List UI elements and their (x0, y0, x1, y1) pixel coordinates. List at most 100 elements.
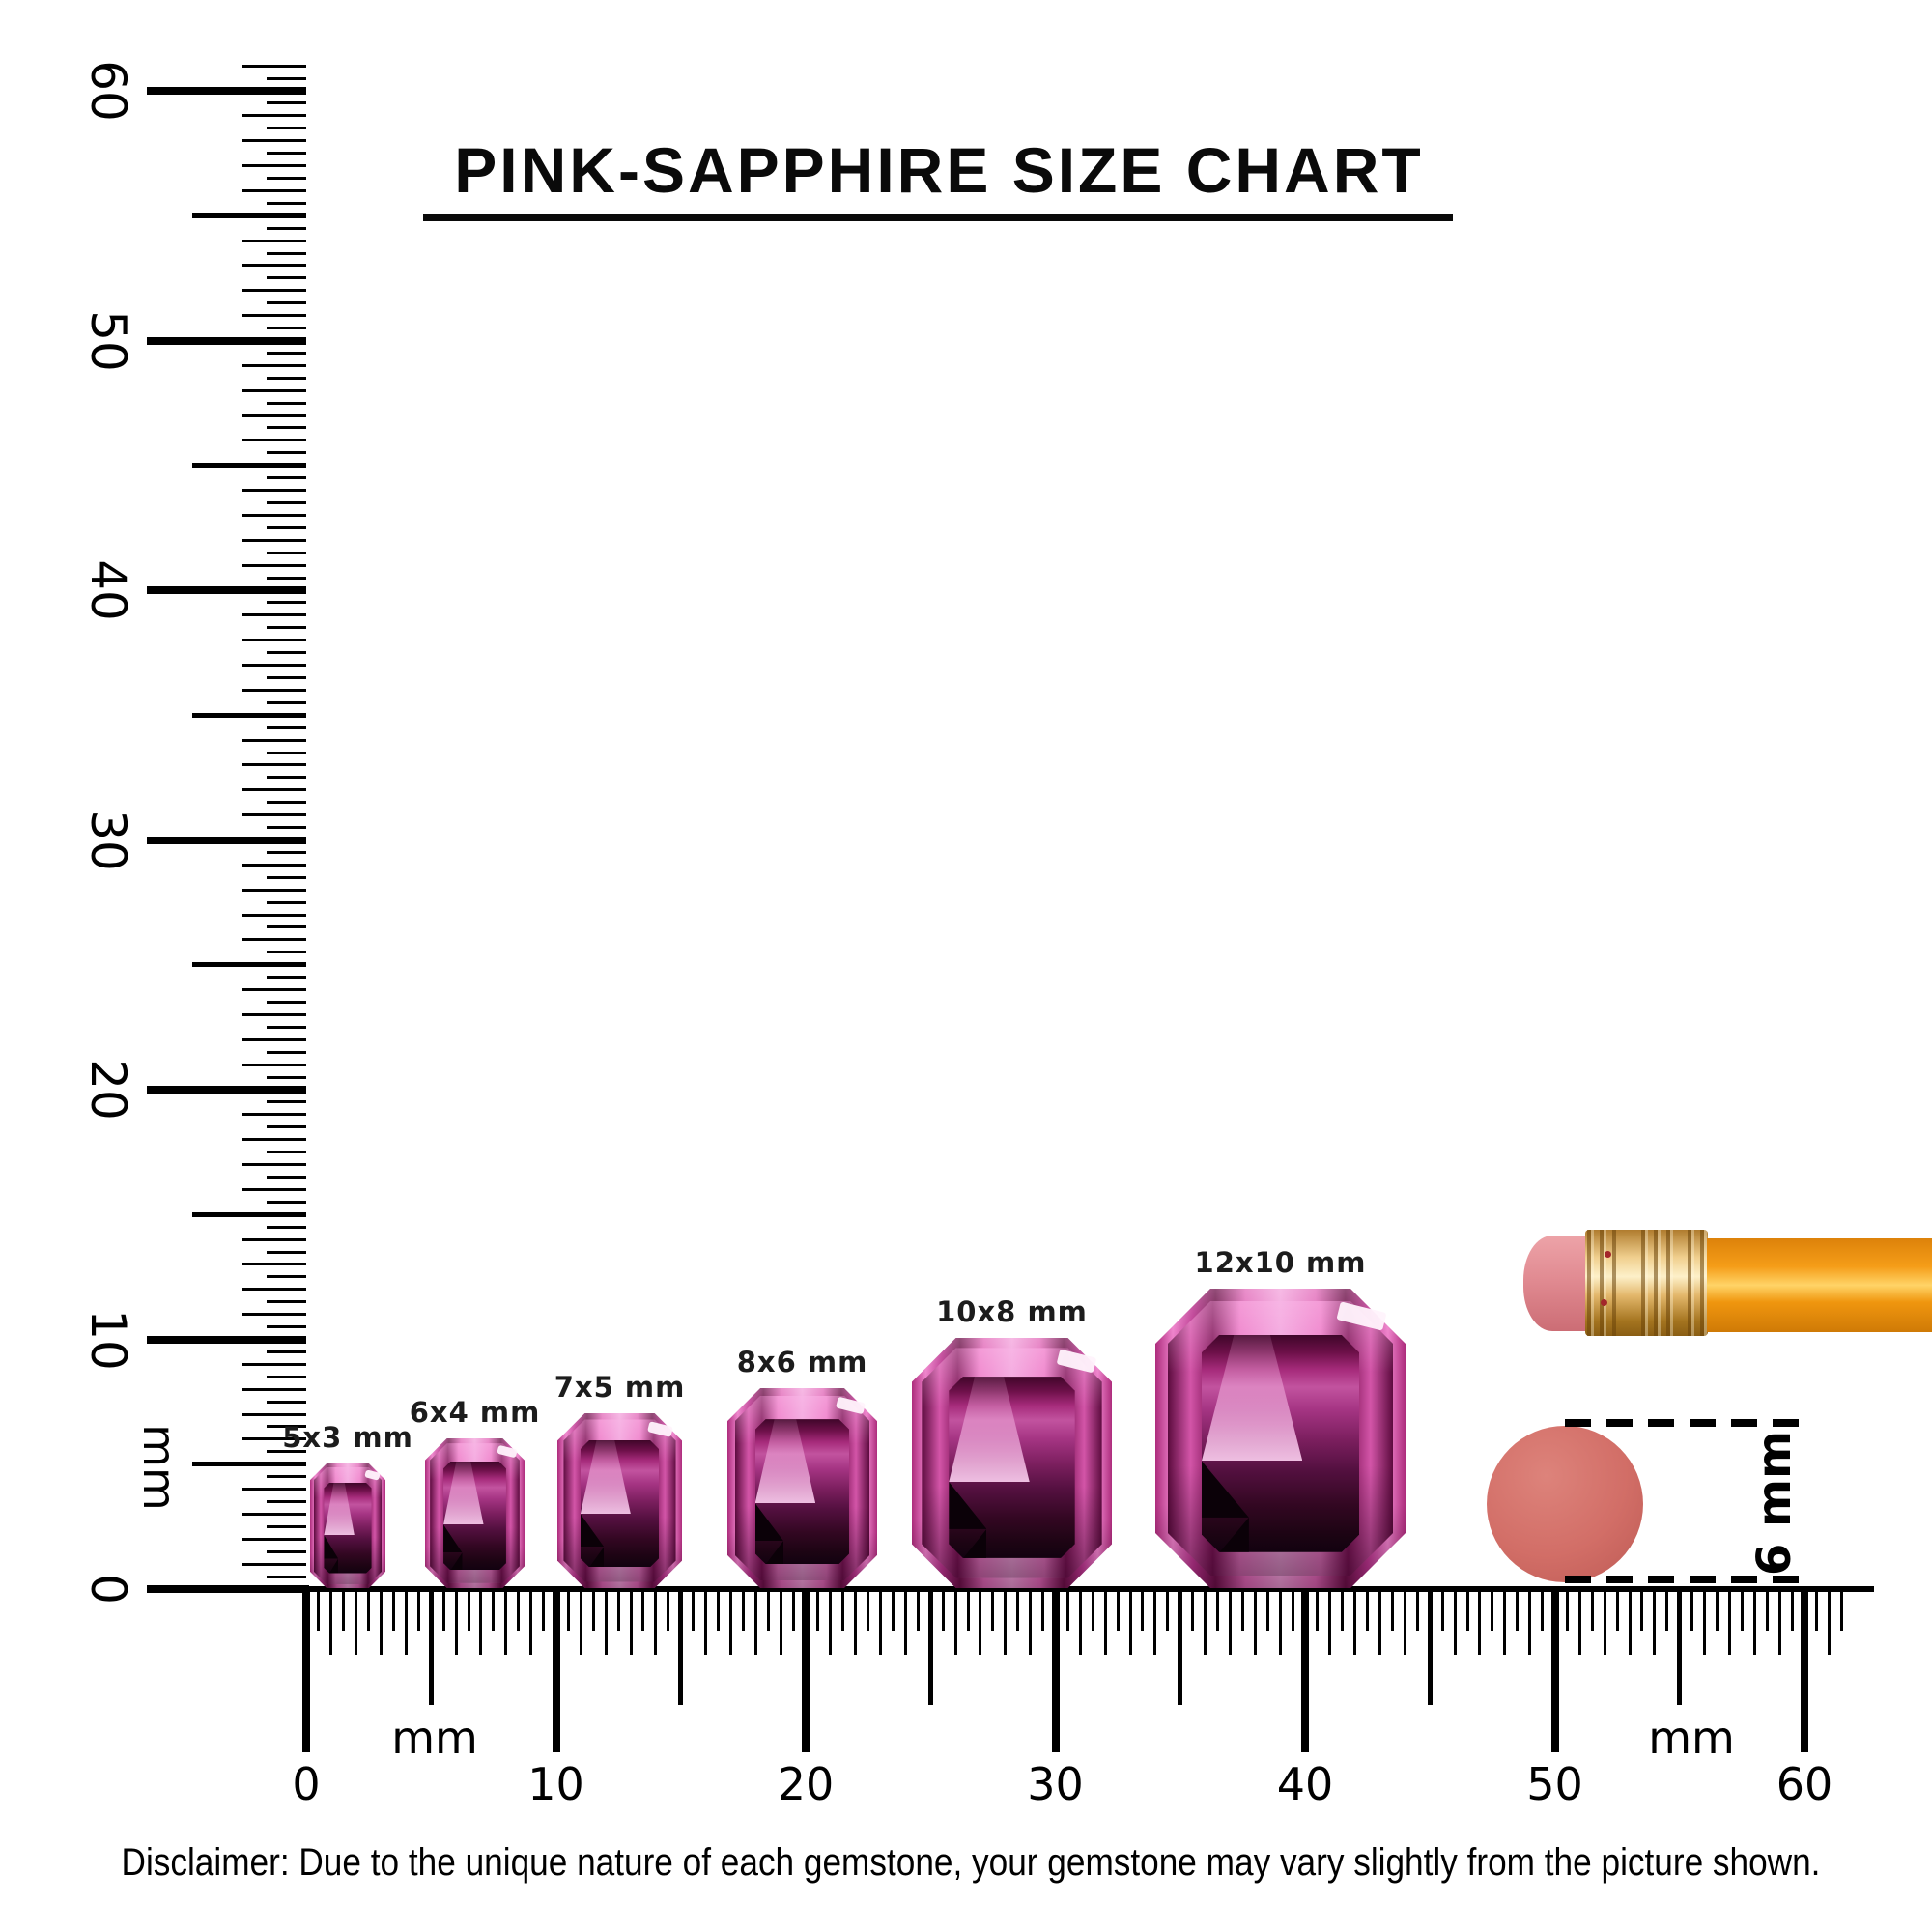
vertical-ruler-number: 0 (80, 1574, 136, 1605)
ruler-tick (267, 1125, 306, 1129)
ruler-tick (1550, 1592, 1559, 1752)
ruler-tick (654, 1592, 658, 1655)
ruler-tick (242, 688, 306, 692)
ruler-tick (1116, 1592, 1120, 1631)
ruler-tick (267, 1350, 306, 1353)
ruler-tick (267, 951, 306, 954)
ruler-tick (367, 1592, 371, 1631)
ruler-tick (242, 639, 306, 642)
ruler-tick (242, 139, 306, 143)
ruler-tick (267, 1225, 306, 1229)
ruler-tick (903, 1592, 907, 1655)
gem-size-label: 12x10 mm (1194, 1246, 1367, 1279)
ruler-tick (267, 1151, 306, 1154)
ferrule-crimp-dot (1605, 1251, 1611, 1258)
ruler-tick (267, 751, 306, 754)
ruler-tick (1191, 1592, 1195, 1631)
ruler-tick (242, 289, 306, 293)
ruler-tick (147, 836, 306, 844)
ruler-tick (1840, 1592, 1844, 1631)
ruler-tick (1291, 1592, 1294, 1631)
gem-reflection-column (754, 1419, 816, 1504)
ruler-tick (1415, 1592, 1419, 1631)
ruler-tick (242, 388, 306, 392)
disclaimer-text: Disclaimer: Due to the unique nature of … (121, 1841, 1821, 1884)
ruler-tick (1565, 1592, 1569, 1631)
ruler-tick (267, 900, 306, 904)
horizontal-ruler-number: 10 (527, 1758, 584, 1810)
ruler-tick (242, 613, 306, 617)
gem-shadow-wedge-left (1201, 1461, 1249, 1518)
gem-reflection-column (1201, 1335, 1303, 1462)
gem-size-label: 8x6 mm (736, 1346, 868, 1378)
measurement-dash-bottom (1565, 1576, 1803, 1583)
ruler-tick (242, 913, 306, 917)
ruler-tick (1316, 1592, 1320, 1631)
ruler-tick (1378, 1592, 1382, 1655)
gemstone-12x10mm (1155, 1289, 1406, 1588)
ruler-tick (1665, 1592, 1669, 1631)
ruler-tick (1765, 1592, 1769, 1631)
ruler-tick (242, 264, 306, 268)
ruler-tick (267, 1375, 306, 1378)
ruler-tick (604, 1592, 608, 1655)
ruler-tick (267, 201, 306, 205)
ruler-tick (966, 1592, 970, 1631)
ruler-tick (267, 476, 306, 480)
ruler-tick (267, 651, 306, 655)
ruler-tick (766, 1592, 770, 1631)
ruler-tick (467, 1592, 470, 1631)
ruler-tick (891, 1592, 895, 1631)
ruler-tick (1503, 1592, 1507, 1655)
ruler-tick (242, 763, 306, 767)
ruler-tick (1628, 1592, 1632, 1655)
ruler-tick (741, 1592, 745, 1631)
ruler-tick (242, 114, 306, 118)
ruler-tick (529, 1592, 533, 1655)
ruler-tick (867, 1592, 870, 1631)
ruler-tick (302, 1592, 310, 1752)
ruler-tick (242, 314, 306, 318)
ruler-tick (552, 1592, 560, 1752)
ruler-tick (1440, 1592, 1444, 1631)
ruler-tick (542, 1592, 546, 1631)
ruler-tick (1516, 1592, 1520, 1631)
vertical-ruler-number: 30 (80, 809, 136, 871)
ruler-tick (267, 1450, 306, 1454)
ruler-tick (242, 938, 306, 942)
ruler-tick (267, 451, 306, 455)
ruler-tick (1029, 1592, 1033, 1655)
ruler-tick (1727, 1592, 1731, 1655)
ruler-tick (267, 1100, 306, 1104)
gem-size-label: 10x8 mm (936, 1295, 1088, 1328)
horizontal-ruler-unit-label-left: mm (391, 1712, 478, 1764)
pencil-eraser-tip (1523, 1236, 1591, 1331)
ruler-tick (242, 164, 306, 168)
ruler-tick (1828, 1592, 1832, 1655)
ruler-tick (267, 101, 306, 105)
gem-shadow-wedge-left (443, 1524, 463, 1553)
ruler-tick (1353, 1592, 1357, 1655)
ruler-tick (791, 1592, 795, 1631)
ruler-tick (242, 813, 306, 817)
ruler-tick (1153, 1592, 1157, 1655)
ruler-tick (441, 1592, 445, 1631)
ruler-tick (355, 1592, 358, 1655)
ruler-tick (267, 826, 306, 830)
ruler-tick (242, 1387, 306, 1391)
ruler-tick (1703, 1592, 1707, 1655)
ruler-tick (854, 1592, 858, 1655)
ruler-tick (1740, 1592, 1744, 1631)
eraser-size-label: 6 mm (1747, 1430, 1802, 1577)
ruler-tick (380, 1592, 384, 1655)
ruler-tick (1004, 1592, 1008, 1655)
ruler-tick (242, 988, 306, 992)
ruler-tick (242, 1512, 306, 1516)
ruler-tick (1801, 1592, 1808, 1752)
ruler-tick (1577, 1592, 1581, 1655)
ruler-tick (1478, 1592, 1482, 1655)
ruler-tick (1016, 1592, 1020, 1631)
ferrule-ridge (1641, 1230, 1674, 1336)
ruler-tick (916, 1592, 920, 1631)
ruler-tick (242, 1012, 306, 1016)
